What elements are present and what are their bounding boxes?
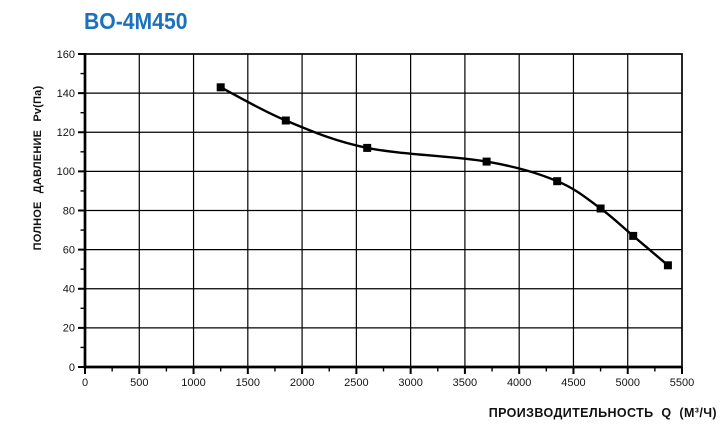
data-point-markers xyxy=(216,83,672,270)
svg-text:1000: 1000 xyxy=(181,377,205,389)
svg-text:80: 80 xyxy=(63,205,75,217)
svg-text:0: 0 xyxy=(69,362,75,374)
svg-text:60: 60 xyxy=(63,244,75,256)
svg-text:0: 0 xyxy=(82,377,88,389)
svg-text:4000: 4000 xyxy=(507,377,531,389)
svg-text:3000: 3000 xyxy=(398,377,422,389)
x-tick-labels: 0 500 1000 1500 2000 2500 3000 3500 4000 4500 5000… xyxy=(82,377,694,389)
svg-text:40: 40 xyxy=(63,284,75,296)
chart-title: BO-4M450 xyxy=(84,8,188,34)
svg-text:20: 20 xyxy=(63,323,75,335)
svg-text:4500: 4500 xyxy=(561,377,585,389)
svg-text:1500: 1500 xyxy=(236,377,260,389)
svg-text:2500: 2500 xyxy=(344,377,368,389)
svg-text:120: 120 xyxy=(57,127,75,139)
svg-text:100: 100 xyxy=(57,166,75,178)
svg-text:5000: 5000 xyxy=(615,377,639,389)
svg-text:140: 140 xyxy=(57,88,75,100)
y-axis-label: ПОЛНОЕ ДАВЛЕНИЕ Pv(Па) xyxy=(32,85,44,251)
svg-text:5500: 5500 xyxy=(670,377,694,389)
svg-text:500: 500 xyxy=(130,377,148,389)
ticks xyxy=(78,53,683,374)
gridlines xyxy=(85,54,682,367)
svg-text:2000: 2000 xyxy=(290,377,314,389)
svg-text:3500: 3500 xyxy=(453,377,477,389)
x-axis-label: ПРОИЗВОДИТЕЛЬНОСТЬ Q (М³/Ч) xyxy=(488,406,717,420)
svg-text:160: 160 xyxy=(57,49,75,61)
y-tick-labels: 0 20 40 60 80 100 120 140 160 xyxy=(57,49,75,374)
performance-curve xyxy=(219,86,670,267)
